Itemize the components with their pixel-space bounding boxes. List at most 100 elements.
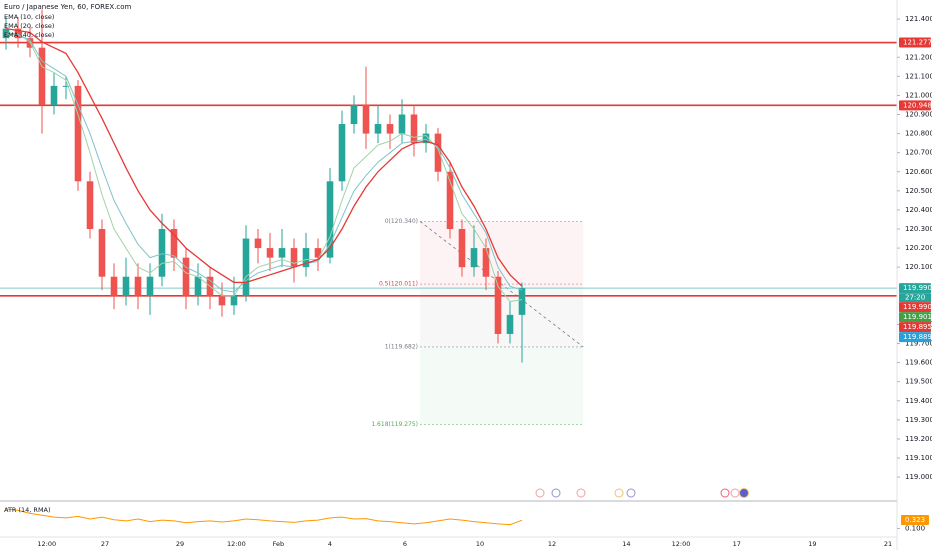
candle-body [494,276,502,334]
price-label: 121.277 [903,39,932,47]
event-icons [535,488,749,498]
atr-value-box [901,515,929,526]
event-icon [535,488,545,498]
y-tick-label: 119.400 [905,397,932,405]
fib-zone [420,221,584,285]
fib-level-label: 1.618(119.275) [371,421,418,428]
event-icon [576,488,586,498]
atr-title: ATR (14, RMA) [4,506,51,514]
event-icon [551,488,561,498]
price-label-box [899,283,931,294]
x-tick-label: 21 [884,540,892,548]
ema-line [5,31,523,293]
legend-entry: EMA (40, close) [4,31,54,39]
candle-body [434,133,442,172]
candle-body [14,28,22,39]
candle-body [134,276,142,296]
candle-body [482,248,490,277]
candle-body [194,276,202,296]
candle-body [50,85,58,105]
event-icon [739,488,749,498]
fib-level-label: 0.5(120.011) [379,281,418,288]
y-tick-label: 119.100 [905,454,932,462]
y-tick-label: 121.000 [905,91,932,99]
event-icon [730,488,740,498]
candle-body [422,133,430,144]
y-tick-label: 120.400 [905,206,932,214]
y-tick-label: 120.800 [905,130,932,138]
price-label-box [899,332,931,343]
candle-body [278,248,286,258]
price-label: 120.948 [903,101,932,109]
candle-body [266,248,274,258]
countdown-box [899,293,931,303]
y-tick-label: 119.000 [905,473,932,481]
atr-line [5,508,523,526]
price-label-box [899,322,931,333]
y-tick-label: 120.200 [905,244,932,252]
y-tick-label: 120.900 [905,111,932,119]
candle-body [338,124,346,182]
event-icon [614,488,624,498]
candle-body [398,114,406,134]
price-label: 119.990 [903,284,932,292]
price-label: 119.901 [903,313,932,321]
x-tick-label: 12 [548,540,556,548]
ema-line [6,33,523,303]
y-tick-label: 119.700 [905,340,932,348]
fib-level-label: 1(119.682) [385,343,418,350]
x-tick-label: 19 [808,540,816,548]
fib-zone [420,284,584,347]
candle-body [182,257,190,296]
legend-entry: EMA (20, close) [4,22,54,30]
y-tick-label: 119.500 [905,378,932,386]
candle-body [350,104,358,125]
x-tick-label: 12:00 [227,540,246,548]
plot-area: 0(120.340) 0.5(120.011) 1(119.682) 1.618(11… [0,9,897,428]
symbol-title: Euro / Japanese Yen, 60, FOREX.com [4,3,132,11]
candle-body [62,85,70,87]
candle-body [218,295,226,306]
y-tick-label: 120.700 [905,149,932,157]
y-tick-label: 119.600 [905,359,932,367]
x-tick-label: 17 [733,540,741,548]
fib-level-label: 0(120.340) [385,218,418,225]
legend-entry: EMA (10, close) [4,13,54,21]
candle-body [518,288,526,315]
candle-body [122,276,130,296]
candle-body [458,229,466,268]
x-tick-label: 4 [328,540,332,548]
candle-body [74,85,82,182]
x-tick-label: 12:00 [672,540,691,548]
candle-body [170,229,178,258]
candle-body [86,181,94,230]
x-tick-label: 29 [176,540,184,548]
candle-body [146,276,154,296]
y-tick-label: 121.400 [905,15,932,23]
price-label: 119.895 [903,323,932,331]
candle-body [446,171,454,230]
atr-tick-label: 0.100 [905,524,925,532]
candle-body [410,114,418,144]
x-tick-label: Feb [273,540,285,548]
event-icon [720,488,730,498]
candle-body [374,124,382,134]
price-label-box [899,37,931,48]
candle-body [254,238,262,249]
y-tick-label: 120.300 [905,225,932,233]
fib-zone [420,346,584,425]
price-label-box [899,100,931,111]
y-tick-label: 121.100 [905,72,932,80]
x-tick-label: 27 [101,540,109,548]
atr-value-label: 0.323 [905,516,925,524]
y-tick-label: 119.200 [905,435,932,443]
candle-body [158,229,166,277]
price-label: 119.889 [903,333,932,341]
candle-body [242,238,250,296]
y-tick-label: 119.300 [905,416,932,424]
y-tick-label: 120.500 [905,187,932,195]
fib-trend [419,221,584,348]
y-tick-label: 120.100 [905,263,932,271]
